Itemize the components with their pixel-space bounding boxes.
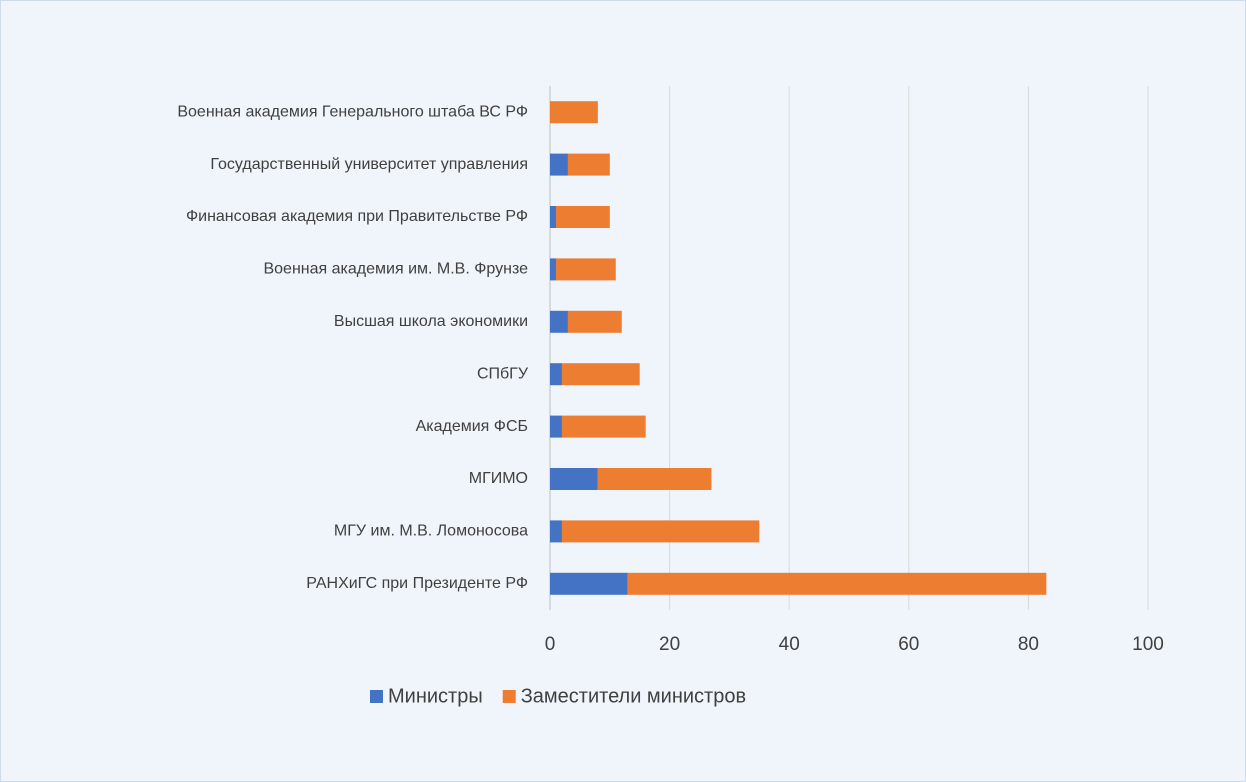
legend-label: Министры (388, 685, 483, 707)
x-tick-label: 80 (1018, 634, 1039, 655)
y-tick-label: Военная академия Генерального штаба ВС Р… (177, 103, 528, 120)
y-tick-label: Высшая школа экономики (334, 313, 528, 330)
x-tick-label: 40 (779, 634, 800, 655)
bar-segment (561, 363, 640, 386)
y-tick-label: Финансовая академия при Правительстве РФ (186, 208, 528, 225)
bar-segment (550, 520, 562, 543)
bar-segment (567, 310, 622, 333)
x-tick-label: 20 (659, 634, 680, 655)
bar-segment (550, 153, 568, 176)
bar-segment (550, 310, 568, 333)
y-tick-label: СПбГУ (477, 365, 529, 382)
bar-segment (555, 258, 616, 281)
x-tick-label: 100 (1132, 634, 1164, 655)
y-tick-label: МГУ им. М.В. Ломоносова (334, 523, 528, 540)
y-tick-label: Академия ФСБ (416, 418, 528, 435)
bar-segment (597, 468, 712, 490)
bar-segment (550, 258, 556, 281)
bar-segment (555, 206, 610, 228)
bar-segment (561, 520, 760, 543)
bar-segment (567, 153, 610, 176)
y-tick-label: Государственный университет управления (210, 156, 528, 173)
bar-segment (550, 415, 562, 438)
bar-segment (627, 572, 1047, 595)
y-tick-label: Военная академия им. М.В. Фрунзе (263, 261, 528, 278)
bar-segment (561, 415, 646, 438)
bar-segment (550, 101, 598, 124)
x-tick-label: 0 (545, 634, 556, 655)
bar-segment (550, 572, 628, 595)
legend-label: Заместители министров (521, 685, 746, 707)
legend-swatch (502, 690, 516, 703)
bar-segment (550, 206, 556, 228)
x-tick-label: 60 (898, 634, 919, 655)
bar-segment (550, 468, 598, 490)
legend-swatch (370, 690, 383, 703)
y-tick-label: РАНХиГС при Президенте РФ (306, 575, 528, 592)
y-tick-label: МГИМО (469, 470, 528, 487)
bar-segment (550, 363, 562, 386)
